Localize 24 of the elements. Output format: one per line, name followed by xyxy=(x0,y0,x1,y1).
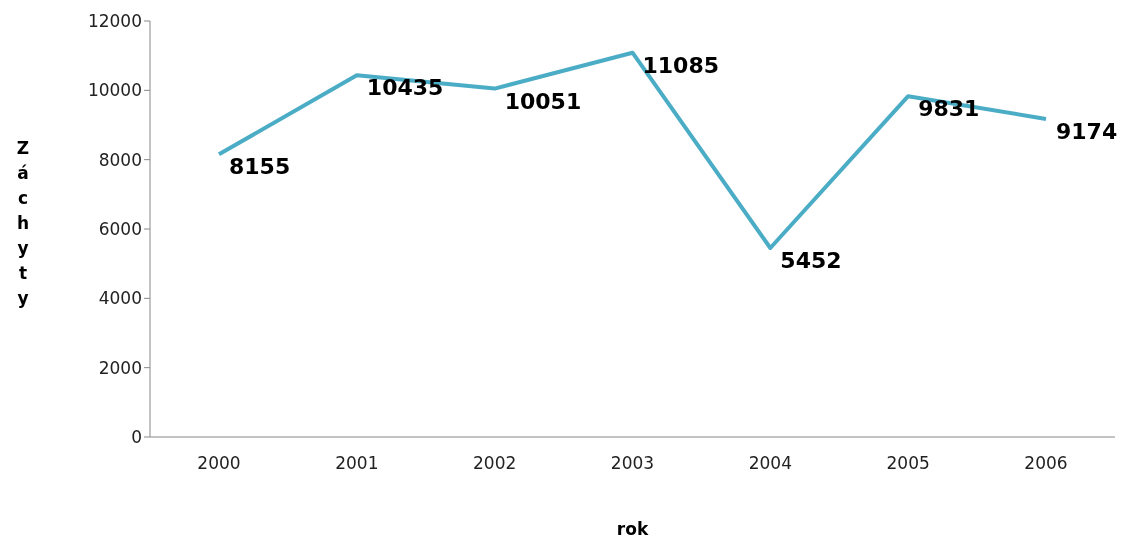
y-tick-label: 6000 xyxy=(98,219,142,240)
y-tick-label: 12000 xyxy=(87,11,142,32)
y-tick-label: 10000 xyxy=(87,80,142,101)
data-label: 11085 xyxy=(642,52,720,78)
x-tick-label: 2002 xyxy=(473,453,517,474)
x-tick-label: 2004 xyxy=(748,453,792,474)
x-tick-label: 2006 xyxy=(1024,453,1068,474)
x-tick-label: 2000 xyxy=(197,453,241,474)
y-tick-label: 2000 xyxy=(98,357,142,378)
y-tick-label: 4000 xyxy=(98,288,142,309)
x-tick-label: 2005 xyxy=(886,453,930,474)
line-series xyxy=(217,50,1048,250)
x-axis-title: rok xyxy=(616,519,649,539)
data-label: 9831 xyxy=(918,96,980,122)
data-label: 9174 xyxy=(1056,118,1118,144)
data-label: 10435 xyxy=(366,75,444,101)
y-tick-label: 0 xyxy=(131,427,142,448)
data-label: 8155 xyxy=(229,154,291,180)
data-label: 10051 xyxy=(504,88,582,114)
x-tick-label: 2003 xyxy=(610,453,655,474)
y-axis-title: Záchyty xyxy=(16,138,30,308)
y-tick-label: 8000 xyxy=(98,149,142,170)
data-label: 5452 xyxy=(780,248,842,273)
x-tick-label: 2001 xyxy=(335,453,379,474)
